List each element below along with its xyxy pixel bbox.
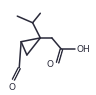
Text: O: O: [9, 83, 16, 92]
Text: O: O: [47, 60, 54, 69]
Text: OH: OH: [77, 45, 91, 54]
